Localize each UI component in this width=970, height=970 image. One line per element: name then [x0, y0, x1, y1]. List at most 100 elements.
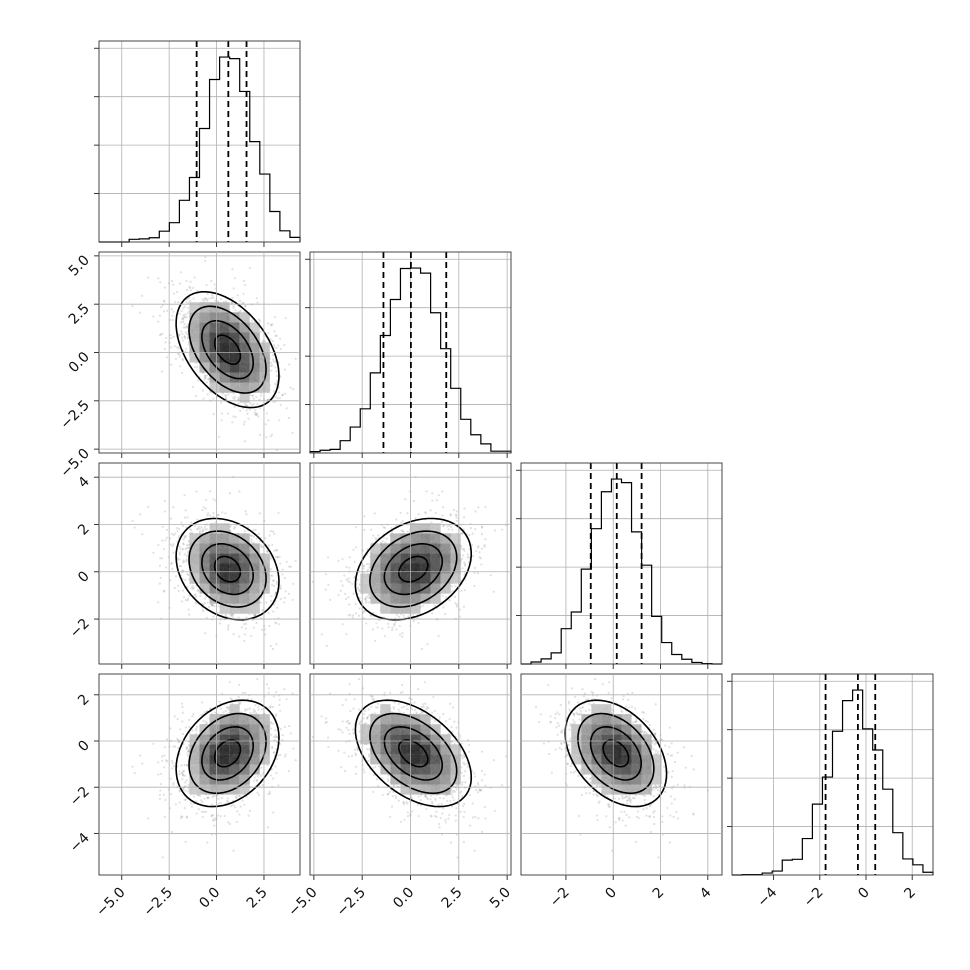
- sample-point: [270, 324, 273, 327]
- sample-point: [174, 575, 178, 578]
- histogram-panel-2: [516, 462, 723, 669]
- sample-point: [178, 312, 181, 316]
- sample-point: [363, 515, 366, 518]
- sample-point: [463, 516, 466, 519]
- sample-point: [238, 635, 241, 638]
- sample-point: [214, 299, 217, 302]
- sample-point: [205, 374, 209, 377]
- sample-point: [463, 507, 466, 510]
- sample-point: [244, 305, 247, 308]
- sample-point: [193, 276, 196, 279]
- sample-point: [264, 423, 267, 426]
- sample-point: [163, 300, 166, 303]
- sample-point: [264, 633, 267, 636]
- histogram-step-2: [521, 478, 722, 665]
- sample-point: [375, 622, 378, 625]
- sample-point: [233, 405, 236, 408]
- sample-point: [198, 531, 201, 534]
- sample-point: [451, 528, 454, 531]
- sample-point: [257, 415, 260, 418]
- density-cell: [239, 392, 250, 403]
- sample-point: [208, 297, 211, 300]
- sample-point: [141, 294, 144, 297]
- sample-point: [391, 628, 394, 632]
- sample-point: [181, 720, 184, 723]
- sample-point: [256, 678, 259, 681]
- sample-point: [242, 423, 245, 426]
- sample-point: [184, 316, 187, 319]
- sample-point: [248, 266, 252, 270]
- sample-point: [171, 761, 174, 765]
- sample-point: [320, 633, 323, 636]
- grid-lines: [521, 463, 722, 664]
- sample-point: [176, 290, 179, 294]
- sample-point: [177, 589, 180, 593]
- sample-point: [159, 333, 162, 336]
- sample-point: [158, 564, 162, 567]
- sample-point: [270, 599, 273, 602]
- sample-point: [272, 530, 275, 533]
- sample-point: [275, 448, 279, 452]
- sample-point: [269, 338, 272, 341]
- sample-point: [232, 287, 235, 290]
- sample-point: [191, 587, 195, 590]
- sample-point: [480, 563, 483, 566]
- sample-point: [230, 301, 234, 304]
- density-cell: [199, 553, 210, 564]
- grid-lines: [99, 252, 300, 453]
- sample-point: [407, 615, 410, 618]
- sample-point: [182, 326, 185, 329]
- sample-point: [390, 526, 393, 530]
- sample-point: [353, 560, 356, 563]
- sample-point: [185, 554, 189, 558]
- sample-point: [178, 355, 181, 358]
- sample-point: [274, 366, 277, 369]
- sample-point: [181, 339, 185, 342]
- sample-point: [177, 347, 180, 350]
- sample-point: [294, 357, 297, 360]
- sample-point: [354, 546, 358, 549]
- sample-point: [184, 509, 187, 512]
- sample-point: [172, 283, 175, 286]
- sample-point: [182, 317, 185, 320]
- sample-point: [170, 308, 174, 311]
- sample-point: [483, 545, 486, 548]
- sample-point: [176, 530, 179, 533]
- sample-point: [133, 526, 136, 529]
- sample-point: [489, 574, 492, 577]
- density-cell: [400, 583, 411, 594]
- sample-point: [131, 519, 134, 522]
- sample-point: [250, 540, 253, 543]
- sample-point: [283, 596, 287, 599]
- sample-point: [424, 511, 427, 514]
- density-cell: [209, 583, 220, 594]
- sample-point: [161, 332, 164, 335]
- sample-point: [232, 613, 235, 616]
- sample-point: [441, 506, 445, 509]
- sample-point: [189, 299, 192, 303]
- sample-point: [284, 590, 287, 593]
- sample-point: [181, 318, 185, 321]
- sample-point: [266, 398, 270, 401]
- sample-point: [157, 601, 160, 604]
- sample-point: [394, 621, 397, 624]
- sample-point: [271, 322, 274, 326]
- density-cell: [420, 573, 431, 584]
- sample-point: [348, 566, 351, 569]
- sample-point: [220, 401, 223, 404]
- sample-point: [172, 534, 175, 537]
- density-cell: [219, 593, 230, 604]
- sample-point: [281, 394, 284, 397]
- sample-point: [237, 398, 240, 401]
- sample-point: [239, 309, 242, 313]
- sample-point: [242, 292, 245, 295]
- density-cell: [239, 362, 250, 373]
- sample-point: [349, 613, 352, 616]
- sample-point: [204, 376, 207, 380]
- sample-point: [269, 323, 272, 326]
- sample-point: [253, 411, 257, 414]
- sample-point: [229, 524, 232, 527]
- sample-point: [195, 595, 198, 598]
- sample-point: [225, 300, 228, 303]
- sample-point: [344, 597, 348, 601]
